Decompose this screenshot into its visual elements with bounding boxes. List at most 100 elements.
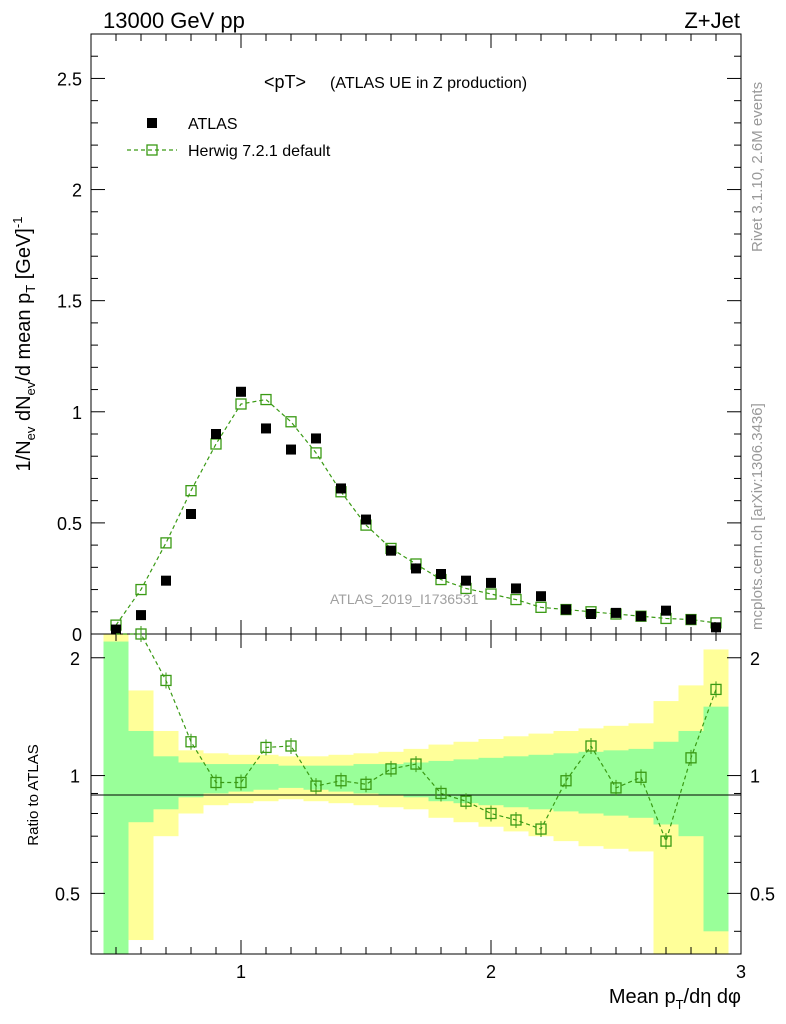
ratio-band-inner <box>578 751 604 814</box>
ratio-band-inner <box>253 764 279 790</box>
atlas-point <box>236 386 246 397</box>
herwig-ratio-point <box>185 736 197 748</box>
atlas-point <box>161 575 171 586</box>
plot-title-sub: (ATLAS UE in Z production) <box>330 75 527 92</box>
atlas-point <box>536 591 546 602</box>
ratio-uncertainty-bands <box>103 634 729 954</box>
ratio-band-inner <box>278 765 304 788</box>
herwig-ratio-point <box>210 776 222 789</box>
herwig-point <box>485 588 497 600</box>
atlas-point <box>286 444 296 455</box>
herwig-ratio-point <box>535 823 547 835</box>
herwig-ratio-point <box>235 776 247 789</box>
herwig-point <box>285 416 297 428</box>
y-tick-label: 0 <box>72 625 82 645</box>
header-process-label: Z+Jet <box>684 8 740 33</box>
ratio-band-inner <box>478 757 504 806</box>
herwig-ratio-point <box>410 758 422 770</box>
atlas-point <box>411 563 421 574</box>
atlas-point <box>461 575 471 586</box>
herwig-ratio-point <box>385 763 397 775</box>
ratio-band-inner <box>128 730 154 823</box>
atlas-point <box>636 611 646 622</box>
herwig-ratio-point <box>160 674 172 687</box>
herwig-ratio-point <box>310 780 322 792</box>
legend-atlas-marker <box>147 118 157 128</box>
mcplots-reference-label: mcplots.cern.ch [arXiv:1306.3436] <box>749 403 766 630</box>
atlas-point <box>111 624 121 635</box>
herwig-point <box>260 393 272 406</box>
ratio-band-inner <box>678 730 704 837</box>
atlas-point <box>711 622 721 633</box>
herwig-point <box>210 438 222 450</box>
ratio-band-inner <box>103 641 129 954</box>
ratio-tick-label: 1 <box>70 767 80 787</box>
herwig-ratio-point <box>360 778 372 790</box>
herwig-point <box>185 485 197 497</box>
atlas-point <box>511 583 521 594</box>
x-tick-label: 2 <box>486 962 496 982</box>
ratio-band-inner <box>653 741 679 825</box>
axis-ticks: 1 2 3 0 0.5 1 1.5 2 2.5 0.5 0.5 1 1 2 2 <box>55 34 775 982</box>
herwig-point <box>235 398 247 410</box>
y-tick-label: 1 <box>72 403 82 423</box>
herwig-ratio-point <box>335 775 347 787</box>
herwig-ratio-point <box>560 775 572 787</box>
ratio-band-inner <box>528 754 554 810</box>
atlas-point <box>186 509 196 519</box>
atlas-point <box>661 605 671 616</box>
atlas-point <box>561 604 571 615</box>
atlas-point <box>136 610 146 621</box>
atlas-point <box>311 433 321 444</box>
x-axis-label: Mean pT/dη dφ <box>609 986 741 1012</box>
atlas-point <box>261 423 271 434</box>
ratio-tick-label-right: 1 <box>750 767 760 787</box>
legend-herwig-label: Herwig 7.2.1 default <box>188 143 331 160</box>
ratio-tick-label: 2 <box>70 649 80 669</box>
herwig-ratio-point <box>460 795 472 807</box>
ratio-tick-label-right: 0.5 <box>750 884 775 904</box>
atlas-point <box>486 577 496 588</box>
herwig-point <box>310 447 322 459</box>
herwig-ratio-point <box>435 787 447 800</box>
ratio-y-axis-label: Ratio to ATLAS <box>25 744 42 845</box>
herwig-ratio-point <box>485 807 497 820</box>
herwig-ratio-point <box>285 740 297 752</box>
legend-atlas-label: ATLAS <box>188 116 238 133</box>
x-tick-label: 1 <box>236 962 246 982</box>
x-tick-label: 3 <box>736 962 746 982</box>
herwig-ratio-point <box>610 782 622 794</box>
herwig-ratio-point <box>635 771 647 783</box>
analysis-watermark: ATLAS_2019_I1736531 <box>330 591 479 607</box>
ratio-band-inner <box>153 756 179 810</box>
ratio-band-outer <box>653 701 679 954</box>
ratio-band-inner <box>503 756 529 808</box>
herwig-ratio-point <box>135 628 147 640</box>
herwig-point <box>135 583 147 596</box>
atlas-point <box>211 429 221 439</box>
atlas-point <box>586 609 596 619</box>
ratio-tick-label: 0.5 <box>55 884 80 904</box>
y-tick-label: 0.5 <box>57 514 82 534</box>
herwig-ratio-point <box>710 683 722 696</box>
header-energy-label: 13000 GeV pp <box>103 8 245 33</box>
atlas-point <box>336 483 346 494</box>
rivet-info-label: Rivet 3.1.10, 2.6M events <box>749 82 766 252</box>
legend-herwig-marker <box>146 144 158 156</box>
atlas-point <box>386 545 396 556</box>
y-tick-label: 2 <box>72 181 82 201</box>
y-tick-label: 1.5 <box>57 292 82 312</box>
herwig-point <box>160 537 172 549</box>
herwig-ratio-point <box>660 835 672 847</box>
y-axis-label: 1/Nev dNev/d mean pT [GeV]-1 <box>10 217 38 472</box>
herwig-ratio-point <box>510 814 522 826</box>
herwig-point <box>535 601 547 613</box>
ratio-band-inner <box>703 706 729 932</box>
herwig-ratio-point <box>260 741 272 754</box>
herwig-ratio-point <box>585 740 597 752</box>
atlas-point <box>686 614 696 625</box>
atlas-point <box>611 607 621 618</box>
ratio-tick-label-right: 2 <box>750 649 760 669</box>
y-tick-label: 2.5 <box>57 69 82 89</box>
